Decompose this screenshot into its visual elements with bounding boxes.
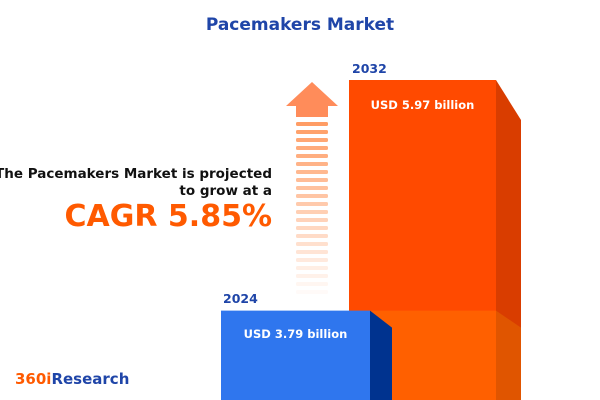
bar-2024-side — [370, 310, 392, 400]
value-label-2032: USD 5.97 billion — [370, 98, 475, 112]
arrow-stripe — [296, 178, 328, 182]
arrow-stripe — [296, 250, 328, 254]
arrow-stripe — [296, 266, 328, 270]
arrow-stripe — [296, 154, 328, 158]
arrow-stripe — [296, 210, 328, 214]
arrow-stripe — [296, 234, 328, 238]
arrow-stripe — [296, 162, 328, 166]
year-label-2032: 2032 — [352, 61, 387, 76]
logo: 360iResearch — [15, 370, 129, 388]
arrow-stripe — [296, 226, 328, 230]
arrow-stripe — [296, 202, 328, 206]
arrow-stripe — [296, 170, 328, 174]
page-title: Pacemakers Market — [205, 15, 395, 35]
arrow-stripe — [296, 122, 328, 126]
arrow-stripe — [296, 146, 328, 150]
logo-part1: 360i — [15, 370, 52, 388]
value-label-2024: USD 3.79 billion — [243, 327, 348, 341]
arrow-stripe — [296, 282, 328, 286]
arrow-head — [286, 82, 338, 117]
year-label-2024: 2024 — [223, 291, 258, 306]
arrow-stripe — [296, 258, 328, 262]
bar-2024 — [221, 310, 370, 400]
cagr-value: CAGR 5.85% — [64, 199, 272, 234]
arrow-stripe — [296, 194, 328, 198]
arrow-stripe — [296, 274, 328, 278]
headline-line1: The Pacemakers Market is projected — [0, 166, 272, 182]
arrow-stripe — [296, 218, 328, 222]
arrow-stripe — [296, 130, 328, 134]
arrow-stripe — [296, 186, 328, 190]
bar-2032-lower-side — [496, 310, 521, 400]
headline-line2: to grow at a — [179, 183, 272, 199]
up-arrow-icon — [286, 82, 338, 294]
arrow-stripe — [296, 290, 328, 294]
arrow-stripe — [296, 242, 328, 246]
logo-part2: Research — [51, 370, 130, 388]
arrow-stripe — [296, 138, 328, 142]
headline-text: The Pacemakers Market is projected to gr… — [0, 166, 272, 200]
